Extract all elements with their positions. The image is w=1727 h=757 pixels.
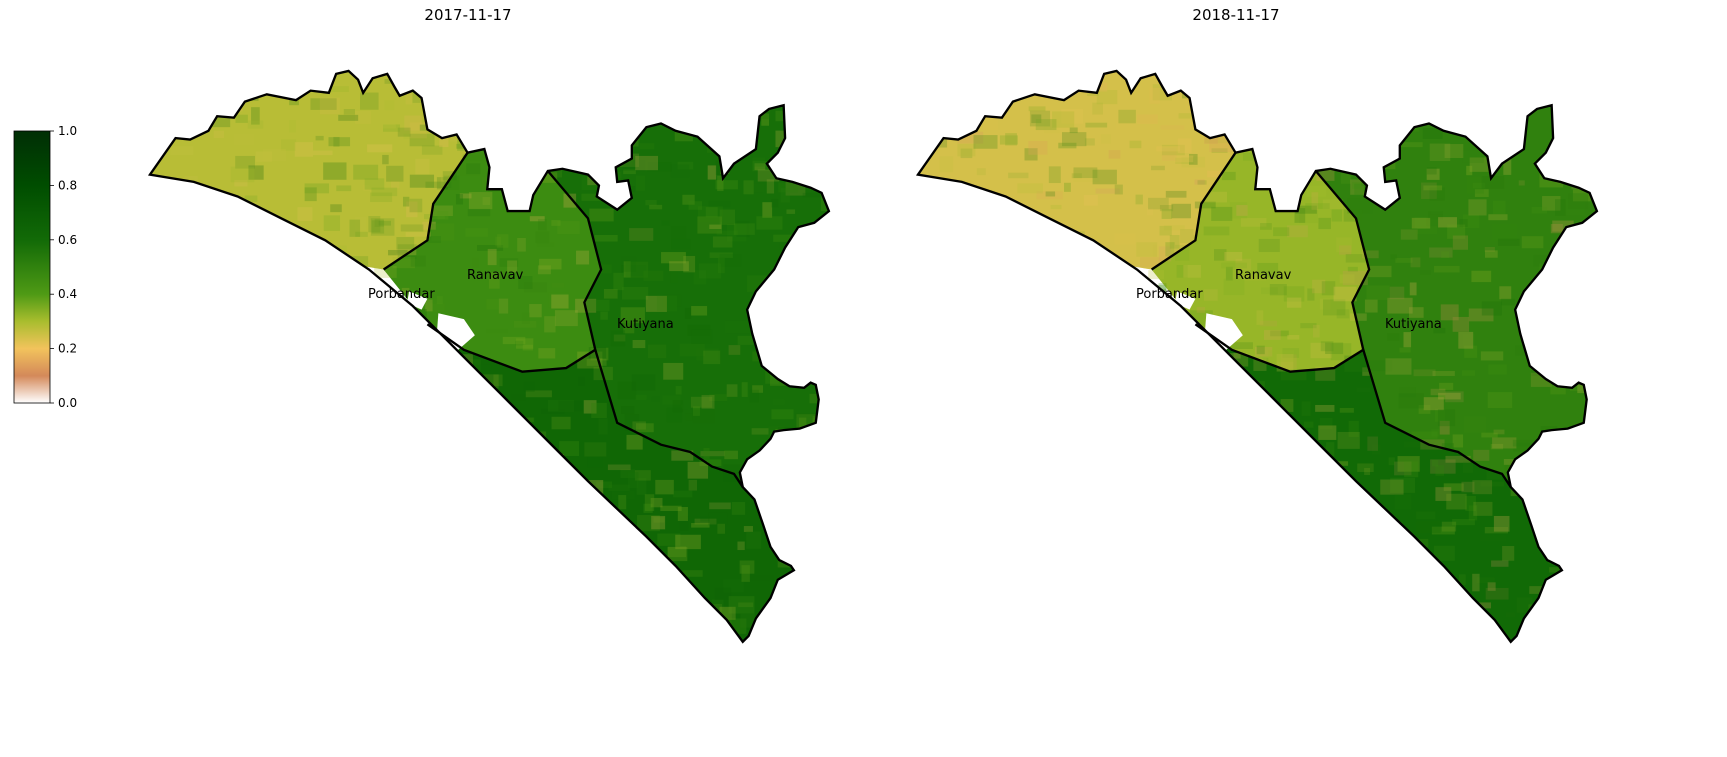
colorbar-tick-label: 0.4 xyxy=(58,287,77,301)
ndvi-raster xyxy=(150,70,829,642)
water-body xyxy=(282,269,300,285)
colorbar-fill xyxy=(13,130,51,404)
colorbar-tick-label: 0.6 xyxy=(58,233,77,247)
zone-kutiyana xyxy=(1315,105,1597,488)
colorbar-tick-label: 0.0 xyxy=(58,396,77,410)
zone-ranavav xyxy=(383,149,602,372)
district-border xyxy=(1362,349,1512,488)
zone-ranavav xyxy=(1151,149,1370,372)
zone-coast-north xyxy=(150,70,468,270)
district-border xyxy=(594,349,744,488)
colorbar: 0.0 0.2 0.4 0.6 0.8 1.0 xyxy=(13,124,77,410)
colorbar-tick-label: 0.2 xyxy=(58,342,77,356)
district-label-kutiyana: Kutiyana xyxy=(617,317,674,332)
zone-coast-north xyxy=(918,70,1236,270)
colorbar-tick-label: 1.0 xyxy=(58,124,77,138)
zone-coast-south xyxy=(383,269,794,642)
district-border xyxy=(382,152,469,271)
district-label-porbandar: Porbandar xyxy=(1136,287,1203,302)
map-title: 2018-11-17 xyxy=(1192,6,1279,24)
colorbar-ticks: 0.0 0.2 0.4 0.6 0.8 1.0 xyxy=(50,124,77,410)
district-border xyxy=(1150,152,1237,271)
district-label-porbandar: Porbandar xyxy=(368,287,435,302)
water-body xyxy=(1050,269,1068,285)
district-label-ranavav: Ranavav xyxy=(467,268,524,283)
map-title: 2017-11-17 xyxy=(424,6,511,24)
district-label-ranavav: Ranavav xyxy=(1235,268,1292,283)
map-panel-2018: 2018-11-17 Porbandar Ranavav Kutiyana xyxy=(916,6,1599,643)
zone-coast-south xyxy=(1151,269,1562,642)
map-panel-2017: 2017-11-17 Porbandar Ranavav Kutiyana xyxy=(148,6,831,643)
zone-kutiyana xyxy=(547,105,829,488)
district-label-kutiyana: Kutiyana xyxy=(1385,317,1442,332)
colorbar-tick-label: 0.8 xyxy=(58,178,77,192)
ndvi-raster xyxy=(918,70,1597,642)
